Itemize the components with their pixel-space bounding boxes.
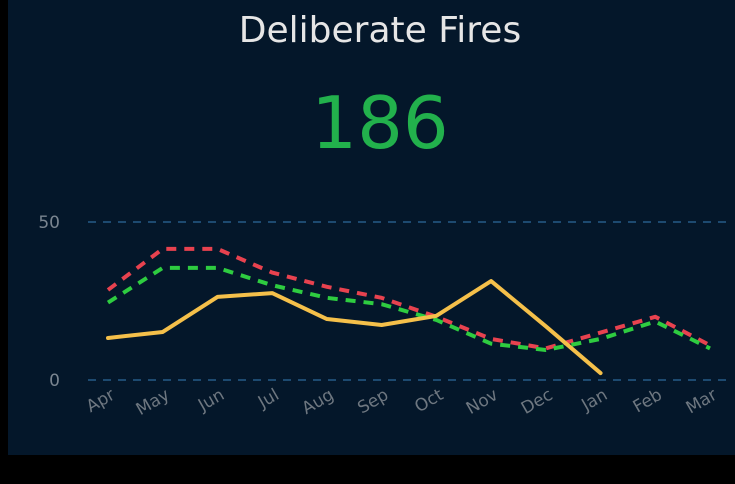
tile-background (8, 0, 735, 455)
y-tick-label: 50 (38, 213, 60, 233)
series-line (106, 279, 603, 376)
y-tick-label: 0 (49, 371, 60, 391)
kpi-value: 186 (311, 81, 448, 165)
series-line (106, 265, 711, 352)
tile-title: Deliberate Fires (239, 10, 521, 51)
series-line (106, 246, 711, 351)
